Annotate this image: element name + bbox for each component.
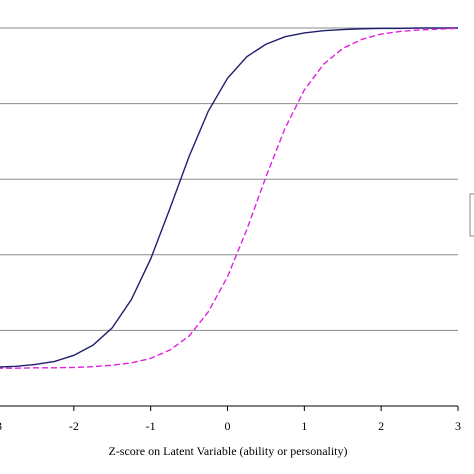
x-tick-label: 0	[225, 419, 231, 433]
x-tick-label: 2	[378, 419, 384, 433]
series-line	[0, 27, 458, 368]
series-line	[0, 27, 459, 369]
x-tick-label: 1	[301, 419, 307, 433]
x-tick-label: -1	[146, 419, 156, 433]
x-tick-label: 3	[455, 419, 461, 433]
legend-box	[469, 193, 474, 237]
x-tick-label: -3	[0, 419, 2, 433]
x-axis-label: Z-score on Latent Variable (ability or p…	[108, 444, 347, 458]
x-tick-label: -2	[69, 419, 79, 433]
